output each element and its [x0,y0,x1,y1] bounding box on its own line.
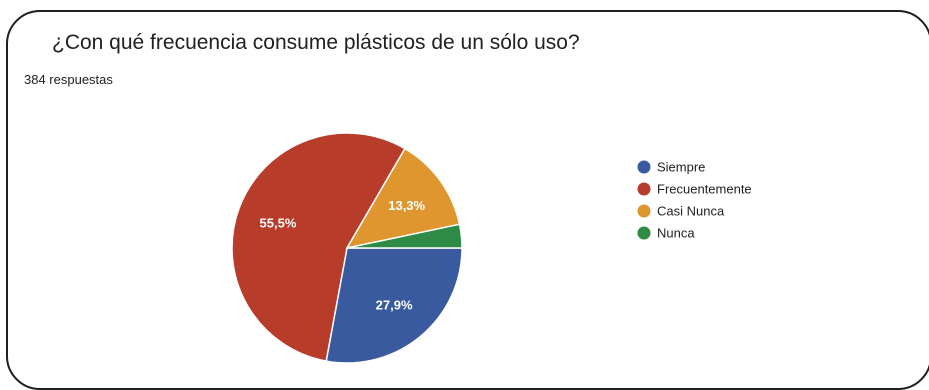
legend-swatch [637,226,651,240]
slice-data-label: 27,9% [376,298,413,313]
pie-slice-frecuentemente [231,132,406,362]
pie-slice-siempre [325,247,463,364]
pie-slice-labels: 27,9% 55,5% 13,3% [260,198,426,313]
question-title: ¿Con qué frecuencia consume plásticos de… [52,31,580,54]
pie-chart: 27,9% 55,5% 13,3% Siempre Frecuentemente Cas… [231,132,752,364]
response-count: 384 respuestas [24,72,113,87]
slice-data-label: 55,5% [260,215,297,230]
slice-data-label: 13,3% [388,198,425,213]
legend: Siempre Frecuentemente Casi Nunca Nunca [637,160,752,241]
legend-label: Frecuentemente [657,182,752,197]
pie-slices [231,132,463,364]
legend-label: Nunca [657,226,695,241]
legend-label: Siempre [657,160,705,175]
legend-swatch [637,160,651,174]
legend-swatch [637,204,651,218]
legend-swatch [637,182,651,196]
legend-label: Casi Nunca [657,204,725,219]
chart-card [6,10,929,390]
pie-slice-nunca [346,223,463,249]
pie-slice-casi-nunca [345,147,461,250]
